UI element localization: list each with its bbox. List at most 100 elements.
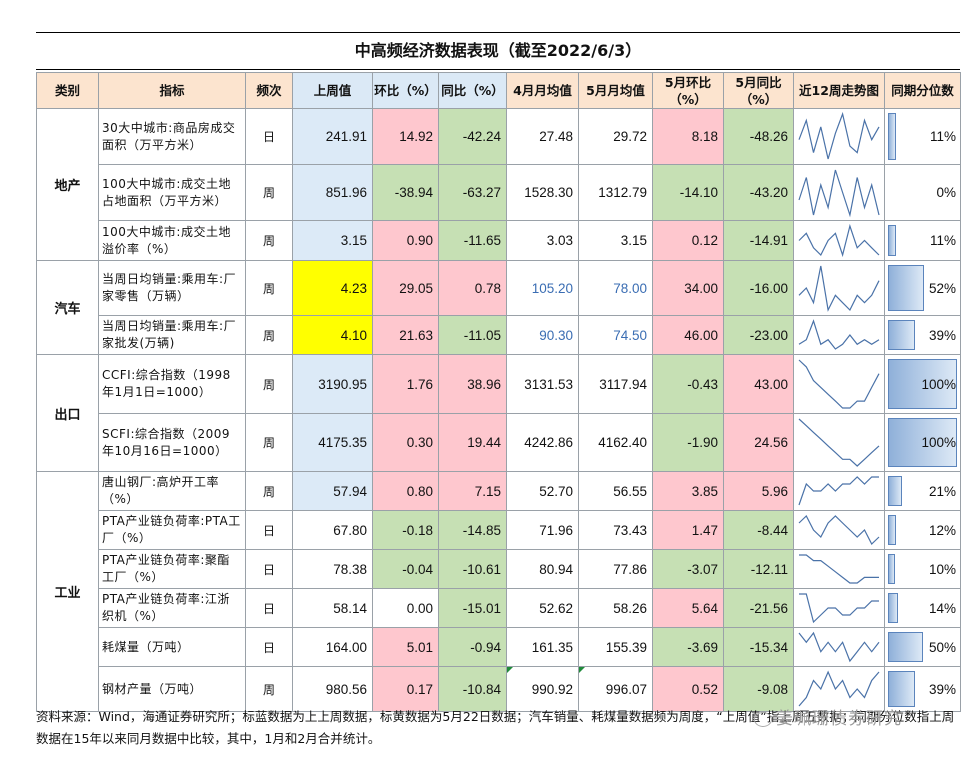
indicator-name: SCFI:综合指数（2009年10月16日=1000） [98,413,246,472]
indicator-name: PTA产业链负荷率:江浙织机（%） [98,588,246,628]
mom-value: 29.05 [372,260,439,316]
frequency: 周 [245,315,293,355]
frequency: 日 [245,627,293,667]
sparkline-line [799,593,879,624]
frequency: 日 [245,549,293,589]
header-may-avg: 5月月均值 [578,72,653,109]
indicator-name: 当周日均销量:乘用车:厂家零售（万辆） [98,260,246,316]
header-trend: 近12周走势图 [793,72,885,109]
header-yoy: 同比（%） [438,72,507,109]
table-row: 工业 唐山钢厂:高炉开工率（%） 周 57.94 0.80 7.15 52.70… [36,471,961,712]
sparkline-svg [799,554,879,584]
percentile-cell: 12% [884,510,961,550]
indicator-name: PTA产业链负荷率:PTA工厂（%） [98,510,246,550]
may-yoy-value: 5.96 [723,471,794,511]
trend-sparkline [793,549,885,589]
mom-value: 1.76 [372,354,439,414]
trend-sparkline [793,588,885,628]
table-row: 100大中城市:成交土地溢价率（%） 周 3.15 0.90 -11.65 3.… [37,220,961,261]
may-yoy-value: -48.26 [723,108,794,165]
trend-sparkline [793,108,885,165]
sparkline-svg [799,593,879,624]
apr-avg-text: 990.92 [531,681,573,697]
percentile-bar [888,225,896,256]
trend-sparkline [793,315,885,355]
percentile-cell: 21% [884,471,961,511]
table-row: SCFI:综合指数（2009年10月16日=1000） 周 4175.35 0.… [37,413,961,472]
percentile-value: 39% [928,681,956,697]
percentile-value: 12% [928,522,956,538]
sparkline-svg [798,631,880,663]
may-mom-value: -14.10 [652,164,724,221]
mom-value: 0.80 [372,471,439,511]
may-mom-value: 3.85 [652,471,724,511]
table-row: 出口 CCFI:综合指数（1998年1月1日=1000） 周 3190.95 1… [36,354,961,472]
indicator-name: PTA产业链负荷率:聚酯工厂（%） [98,549,246,589]
yoy-value: 38.96 [438,354,507,414]
percentile-bar [888,632,923,662]
sparkline-svg [798,319,880,350]
last-week-value: 3.15 [292,220,373,261]
apr-avg-value: 161.35 [506,627,579,667]
trend-sparkline [793,354,885,414]
trend-sparkline [793,164,885,221]
may-avg-value: 4162.40 [578,413,653,472]
comment-flag-icon [579,667,585,673]
trend-sparkline [793,471,885,511]
page-title: 中高频经济数据表现（截至2022/6/3） [36,32,960,70]
last-week-value: 58.14 [292,588,373,628]
table-row: 耗煤量（万吨） 日 164.00 5.01 -0.94 161.35 155.3… [37,627,961,667]
percentile-bar [888,593,898,623]
may-mom-value: -3.69 [652,627,724,667]
percentile-cell: 0% [884,164,961,221]
frequency: 周 [245,220,293,261]
mom-value: 0.00 [372,588,439,628]
may-avg-value: 78.00 [578,260,653,316]
percentile-cell: 100% [884,413,961,472]
yoy-value: 19.44 [438,413,507,472]
percentile-cell: 11% [884,220,961,261]
trend-sparkline [793,627,885,667]
percentile-value: 21% [928,483,956,499]
may-mom-value: -1.90 [652,413,724,472]
indicator-name: 唐山钢厂:高炉开工率（%） [98,471,246,511]
comment-flag-icon [507,667,513,673]
may-yoy-value: -21.56 [723,588,794,628]
header-percentile: 同期分位数 [884,72,961,109]
table-row: 汽车 当周日均销量:乘用车:厂家零售（万辆） 周 4.23 29.05 0.78… [36,260,961,355]
may-yoy-value: -9.08 [723,666,794,712]
mom-value: 0.17 [372,666,439,712]
header-may-yoy: 5月同比（%） [723,72,794,109]
last-week-value: 851.96 [292,164,373,221]
percentile-bar [888,113,896,160]
percentile-bar [888,359,957,409]
percentile-value: 11% [929,233,956,248]
mom-value: 5.01 [372,627,439,667]
wechat-icon [754,711,772,727]
percentile-bar [888,476,903,506]
may-yoy-value: -15.34 [723,627,794,667]
may-yoy-value: -12.11 [723,549,794,589]
yoy-value: 0.78 [438,260,507,316]
percentile-cell: 52% [884,260,961,316]
sparkline-svg [798,265,880,312]
apr-avg-value: 1528.30 [506,164,579,221]
trend-sparkline [793,220,885,261]
may-yoy-value: 43.00 [723,354,794,414]
last-week-value: 78.38 [292,549,373,589]
may-yoy-value: -16.00 [723,260,794,316]
indicator-name: 100大中城市:成交土地溢价率（%） [98,220,246,261]
sparkline-line [798,631,880,663]
percentile-value: 52% [928,280,956,296]
frequency: 周 [245,164,293,221]
header-mom: 环比（%） [372,72,439,109]
percentile-cell: 100% [884,354,961,414]
may-avg-value: 3117.94 [578,354,653,414]
may-mom-value: 8.18 [652,108,724,165]
sparkline-line [799,554,879,584]
table-row: PTA产业链负荷率:聚酯工厂（%） 日 78.38 -0.04 -10.61 8… [37,549,961,589]
sparkline-line [798,111,880,160]
header-last-week: 上周值 [292,72,373,109]
last-week-value: 4.10 [292,315,373,355]
apr-avg-value: 990.92 [506,666,579,712]
